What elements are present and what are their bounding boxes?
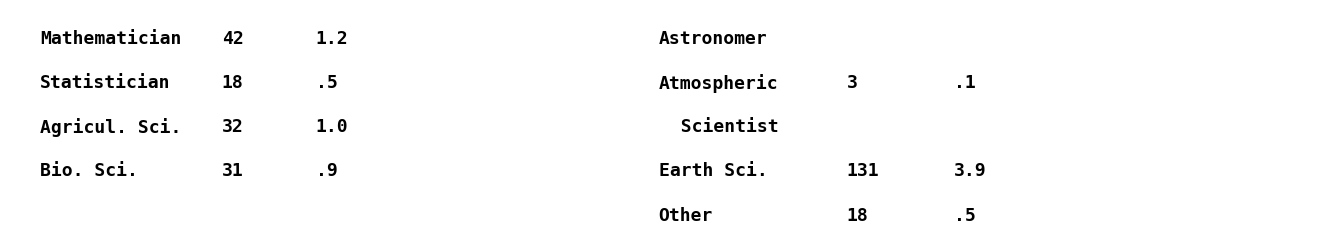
Text: 18: 18 <box>222 74 243 92</box>
Text: 1.0: 1.0 <box>316 118 348 136</box>
Text: .1: .1 <box>954 74 976 92</box>
Text: 3: 3 <box>847 74 857 92</box>
Text: Other: Other <box>659 207 712 225</box>
Text: Bio. Sci.: Bio. Sci. <box>40 162 138 180</box>
Text: Atmospheric: Atmospheric <box>659 74 778 93</box>
Text: Agricul. Sci.: Agricul. Sci. <box>40 118 181 137</box>
Text: 32: 32 <box>222 118 243 136</box>
Text: 3.9: 3.9 <box>954 162 986 180</box>
Text: 1.2: 1.2 <box>316 30 348 47</box>
Text: .5: .5 <box>954 207 976 225</box>
Text: Statistician: Statistician <box>40 74 171 92</box>
Text: 42: 42 <box>222 30 243 47</box>
Text: .9: .9 <box>316 162 337 180</box>
Text: 131: 131 <box>847 162 879 180</box>
Text: Astronomer: Astronomer <box>659 30 767 47</box>
Text: Mathematician: Mathematician <box>40 30 181 47</box>
Text: 31: 31 <box>222 162 243 180</box>
Text: .5: .5 <box>316 74 337 92</box>
Text: Earth Sci.: Earth Sci. <box>659 162 767 180</box>
Text: Scientist: Scientist <box>659 118 778 136</box>
Text: 18: 18 <box>847 207 868 225</box>
